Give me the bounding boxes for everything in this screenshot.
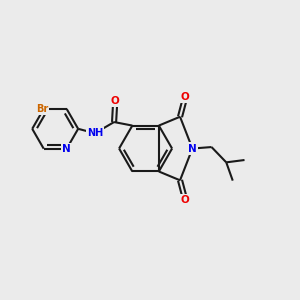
- Text: O: O: [111, 96, 120, 106]
- Text: O: O: [181, 195, 190, 205]
- Text: O: O: [181, 92, 190, 102]
- Text: N: N: [62, 144, 71, 154]
- Text: N: N: [188, 143, 197, 154]
- Text: NH: NH: [87, 128, 103, 138]
- Text: Br: Br: [36, 104, 48, 114]
